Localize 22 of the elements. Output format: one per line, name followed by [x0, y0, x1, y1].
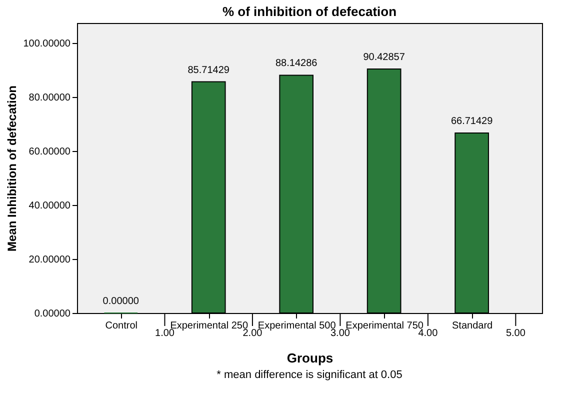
text: 1.00	[155, 328, 175, 339]
data-label: 0.00000	[102, 296, 140, 307]
data-label: 85.71429	[188, 64, 230, 76]
y-tick-label: 0.00000	[34, 308, 71, 320]
data-label: 66.71429	[450, 116, 494, 128]
text: 3.00	[330, 328, 350, 339]
y-tick-label: 40.00000	[28, 200, 71, 212]
chart-title: % of inhibition of defecation	[222, 4, 397, 19]
y-tick-label: 100.00000	[23, 38, 71, 50]
text: 2.00	[242, 328, 263, 339]
x-axis-title: Groups	[286, 350, 334, 366]
text: * mean difference is significant at 0.05	[216, 369, 402, 381]
y-axis-title: Mean Inhibition of defecation	[5, 86, 20, 252]
text: 5.00	[506, 328, 526, 339]
y-tick-label: 80.00000	[28, 92, 71, 104]
data-label: 88.14286	[275, 58, 318, 70]
x-tick-label: Standard	[452, 320, 493, 332]
text: 4.00	[418, 328, 438, 339]
x-tick-label: Control	[105, 320, 138, 332]
y-tick-label: 20.00000	[28, 254, 71, 266]
data-label: 90.42857	[363, 52, 406, 64]
y-tick-label: 60.00000	[28, 146, 71, 158]
